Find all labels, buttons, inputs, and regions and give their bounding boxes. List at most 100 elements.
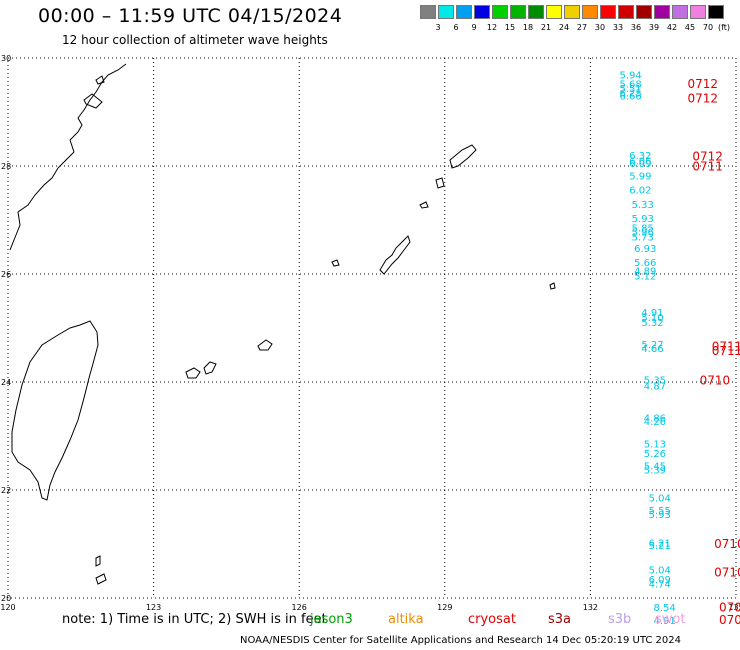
pass-time-value: 0711 [692, 159, 723, 173]
pass-time-value: 0710 [714, 537, 740, 551]
longitude-label: 126 [292, 603, 307, 612]
pass-time-value: 0712 [692, 150, 723, 164]
pass-time-value: 0709 [719, 613, 740, 627]
legend-swatch [546, 5, 562, 19]
map-frame [7, 57, 737, 599]
ishigaki-island [203, 361, 217, 375]
wave-height-value: 5.93 [649, 510, 671, 521]
legend-tick-label: 21 [540, 23, 552, 32]
wave-height-value: 6.66 [620, 92, 642, 103]
pass-time-value: 0711 [712, 340, 740, 354]
wave-height-value: 5.13 [644, 439, 666, 450]
wave-height-value: 5.55 [649, 506, 671, 517]
wave-height-value: 5.26 [644, 449, 666, 460]
pass-time-value: 0712 [687, 91, 718, 105]
wave-height-value: 5.04 [649, 566, 671, 577]
legend-tick-label: 6 [453, 23, 459, 32]
wave-height-value: 5.32 [641, 318, 663, 329]
legend-tick-label: 33 [612, 23, 624, 32]
wave-height-value: 8.54 [653, 603, 675, 614]
wave-height-value: 4.26 [644, 417, 666, 428]
wave-height-value: 5.99 [629, 172, 651, 183]
wave-height-value: 6.25 [620, 88, 642, 99]
wave-height-value: 5.10 [641, 313, 663, 324]
wave-height-value: 5.66 [634, 258, 656, 269]
wave-height-value: 5.73 [632, 233, 654, 244]
note-text: note: 1) Time is in UTC; 2) SWH is in fe… [62, 612, 327, 627]
kume-island [331, 259, 340, 267]
wave-height-value: 5.12 [634, 271, 656, 282]
wave-height-value: 5.21 [649, 541, 671, 552]
longitude-label: 132 [583, 603, 598, 612]
pass-time-value: 0709 [719, 601, 740, 615]
babuyan-island [95, 573, 107, 585]
legend-swatch [582, 5, 598, 19]
legend-tick-label: 12 [486, 23, 498, 32]
wave-height-value: 5.96 [632, 228, 654, 239]
legend-swatch [600, 5, 616, 19]
longitude-label: 135 [728, 603, 740, 612]
legend-swatch [456, 5, 472, 19]
legend-tick-label: 42 [666, 23, 678, 32]
wave-height-value: 5.51 [620, 84, 642, 95]
legend-swatch [420, 5, 436, 19]
longitude-label: 129 [437, 603, 452, 612]
latitude-label: 20 [1, 594, 11, 603]
pass-time-value: 0711 [712, 344, 740, 358]
yakushima-island [95, 75, 105, 85]
wave-height-value: 4.87 [644, 382, 666, 393]
wave-height-value: 6.32 [629, 151, 651, 162]
legend-tick-label: 9 [471, 23, 477, 32]
legend-swatch [690, 5, 706, 19]
satellite-s3b: s3b [608, 612, 632, 627]
legend-swatch [474, 5, 490, 19]
legend-swatch [654, 5, 670, 19]
wave-height-value: 5.45 [644, 461, 666, 472]
legend-swatch [492, 5, 508, 19]
satellite-altika: altika [388, 612, 424, 627]
amami-island [449, 144, 477, 169]
footer-credit: NOAA/NESDIS Center for Satellite Applica… [240, 635, 682, 646]
wave-height-value: 5.39 [644, 465, 666, 476]
wave-height-value: 5.94 [620, 71, 642, 82]
wave-height-value: 5.35 [644, 376, 666, 387]
wave-height-value: 5.33 [632, 200, 654, 211]
daito-island [549, 282, 556, 290]
wave-height-value: 5.85 [632, 223, 654, 234]
satellite-swot: swot [655, 612, 686, 627]
wave-height-value: 4.74 [649, 580, 671, 591]
wave-height-value: 4.89 [634, 267, 656, 278]
longitude-label: 123 [146, 603, 161, 612]
japan-coastline [9, 63, 127, 251]
latitude-label: 28 [1, 162, 11, 171]
tokunoshima-island [435, 177, 445, 189]
wave-height-value: 5.27 [641, 340, 663, 351]
legend-tick-label: 3 [435, 23, 441, 32]
wave-height-value: 4.66 [641, 344, 663, 355]
wave-height-value: 6.93 [634, 244, 656, 255]
map-grid: 120 123 126 129 132 135 30 28 26 24 22 20 [0, 54, 740, 612]
legend-swatch [672, 5, 688, 19]
legend-swatch [618, 5, 634, 19]
legend-tick-label: 15 [504, 23, 516, 32]
longitude-label: 120 [0, 603, 15, 612]
pass-time-labels: 0712071207120711071107110710071007100709… [687, 77, 740, 627]
legend-tick-label: 36 [630, 23, 642, 32]
wave-height-value: 5.93 [632, 214, 654, 225]
legend-swatch [708, 5, 724, 19]
wave-height-value: 6.09 [649, 575, 671, 586]
coastlines [9, 63, 556, 585]
legend-swatch [564, 5, 580, 19]
legend-unit: (ft) [718, 23, 731, 32]
legend-tick-label: 27 [576, 23, 588, 32]
legend-swatch [528, 5, 544, 19]
taiwan-coastline [11, 320, 99, 501]
wave-height-value: 4.91 [653, 616, 675, 627]
wave-height-value: 6.09 [629, 159, 651, 170]
iriomote-island [185, 367, 201, 379]
wave-height-value: 4.86 [644, 413, 666, 424]
legend-tick-label: 24 [558, 23, 570, 32]
legend-swatch [510, 5, 526, 19]
legend-tick-label: 18 [522, 23, 534, 32]
